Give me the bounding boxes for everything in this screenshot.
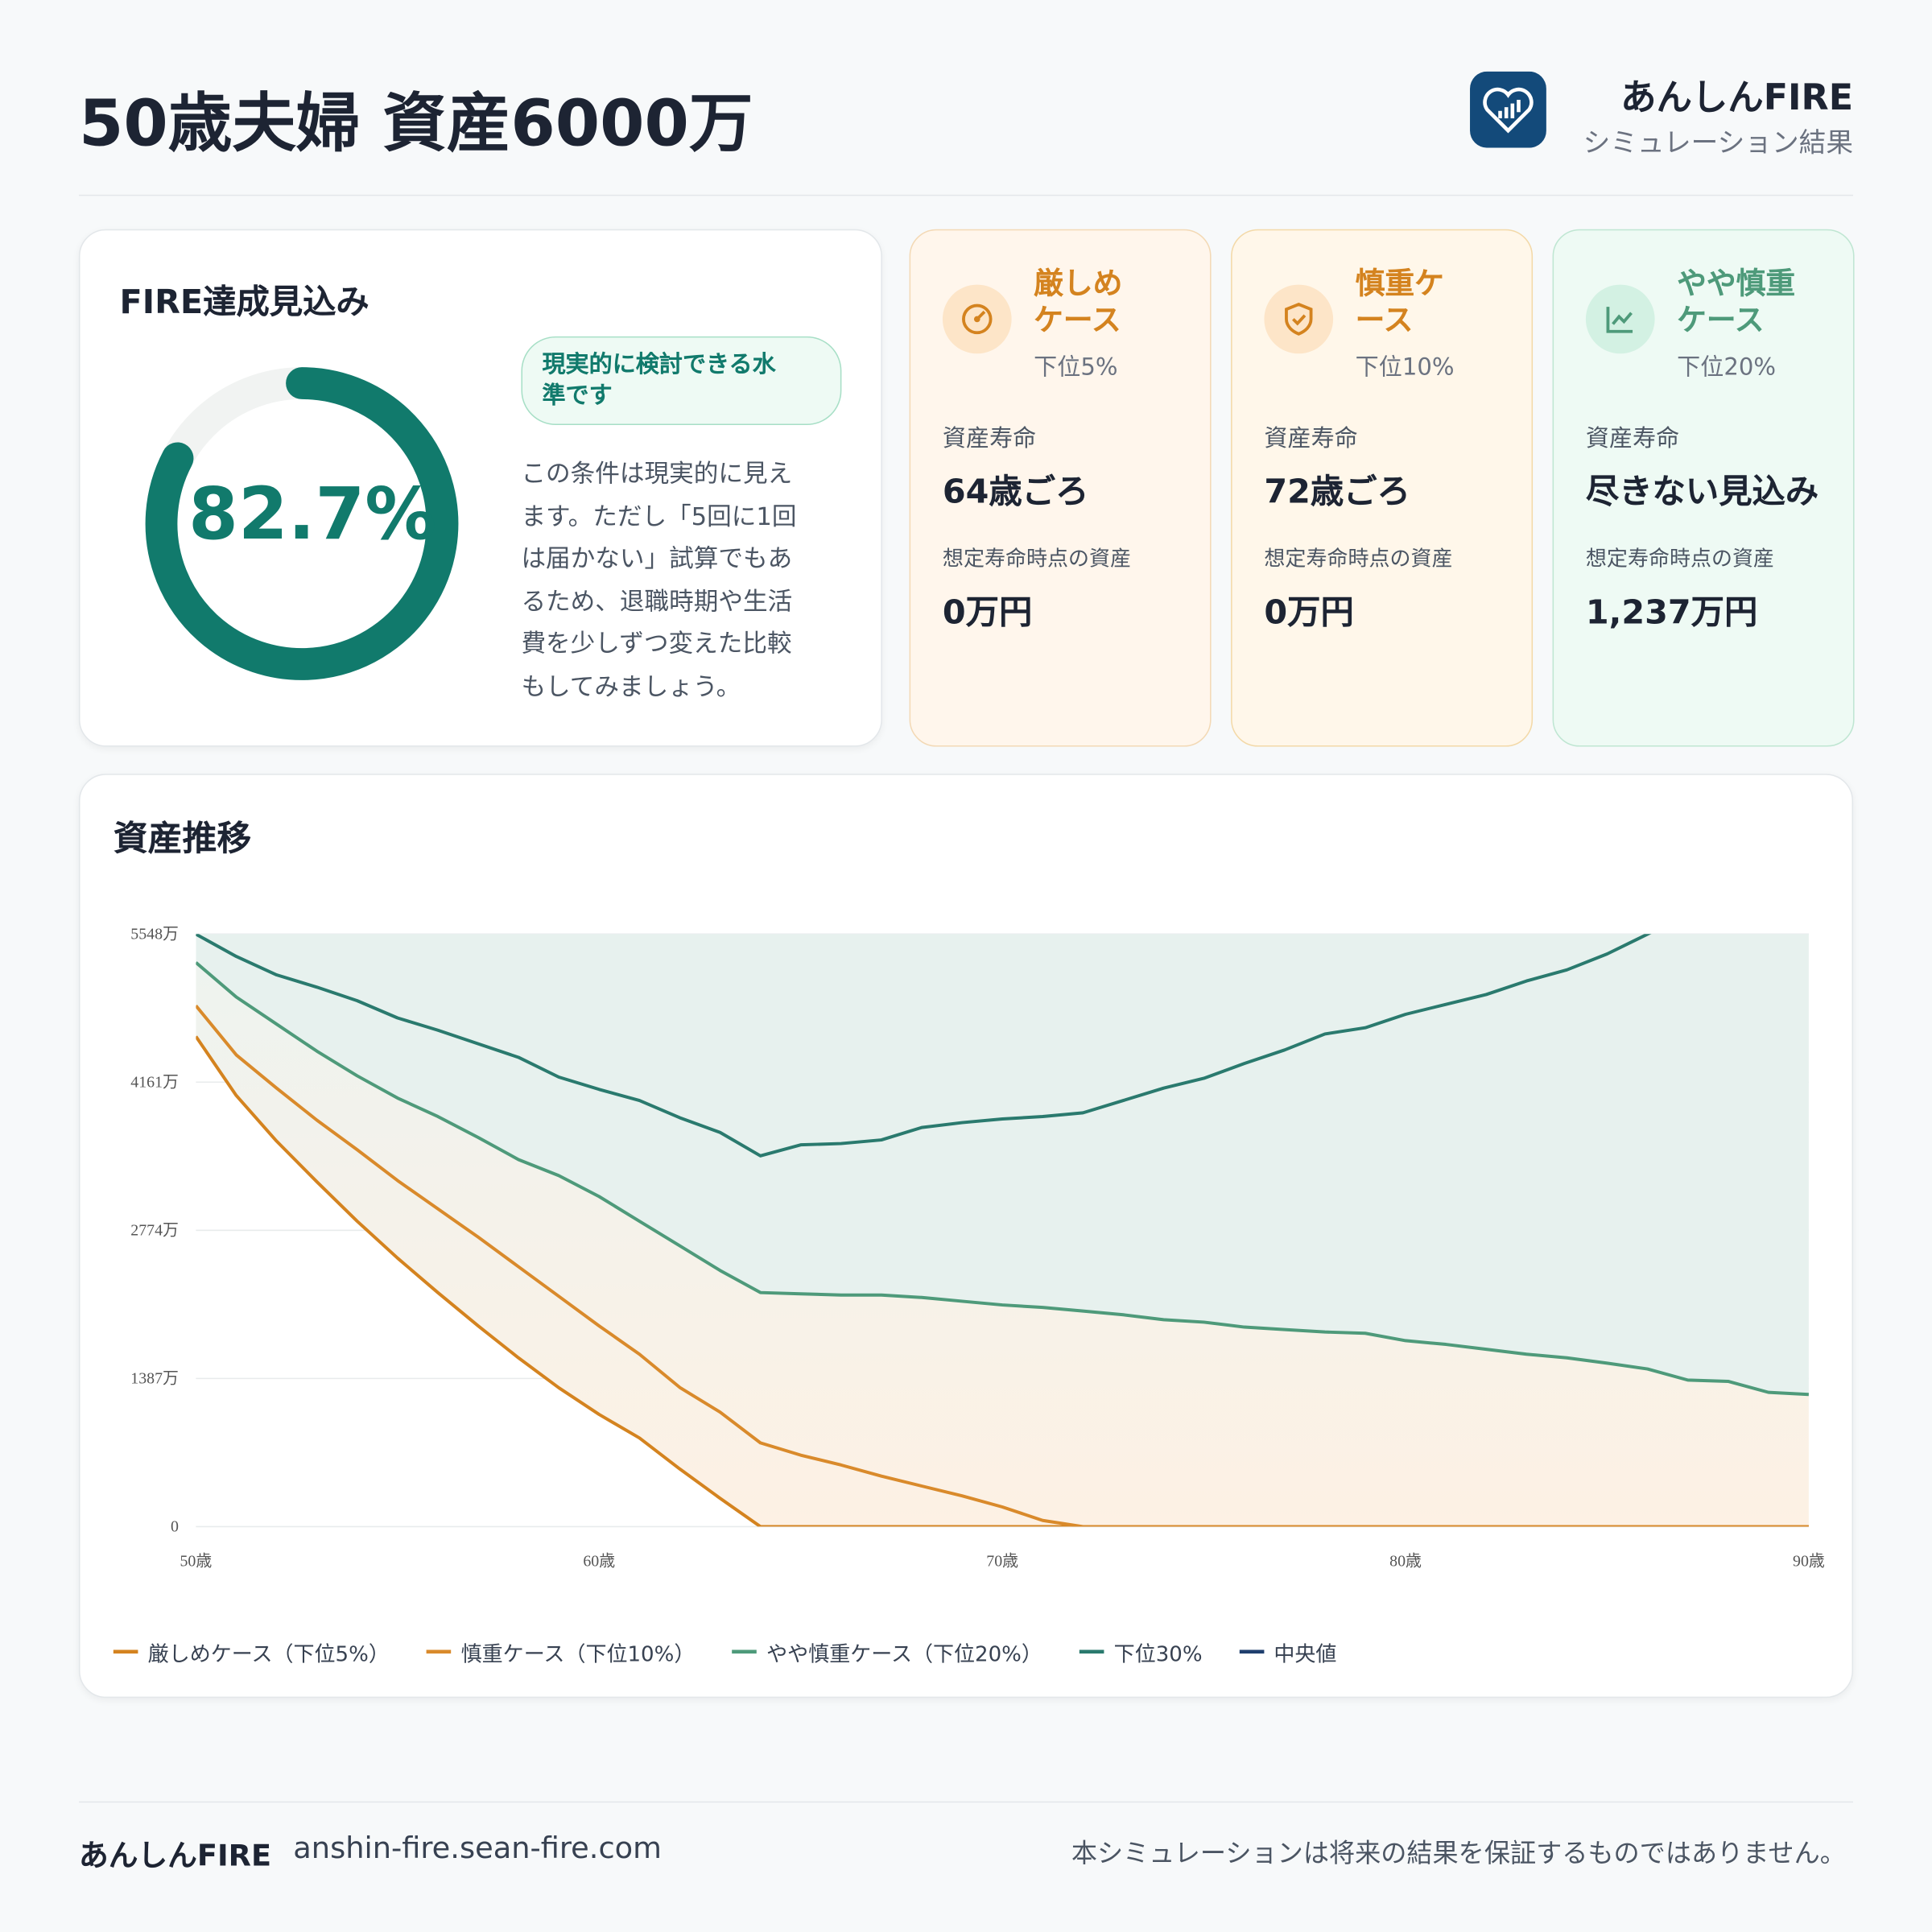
y-tick-label: 0 — [171, 1518, 179, 1536]
case-label: 資産寿命 — [1264, 425, 1358, 452]
case-title: やや慎重ケース — [1677, 266, 1796, 338]
case-life: 64歳ごろ — [942, 473, 1089, 512]
case-sub: 下位10% — [1355, 353, 1455, 381]
fire-card: FIRE達成見込み 82.7% 現実的に検討できる水準です この条件は現実的に見… — [78, 229, 882, 747]
legend-item: 厳しめケース（下位5%） — [113, 1637, 390, 1667]
legend-label: 中央値 — [1274, 1642, 1337, 1667]
divider — [78, 1801, 1854, 1803]
disclaimer: 本シミュレーションは将来の結果を保証するものではありません。 — [1071, 1838, 1846, 1868]
gauge — [145, 367, 459, 680]
legend-swatch — [113, 1649, 138, 1654]
y-tick-label: 1387万 — [130, 1369, 179, 1387]
divider — [78, 194, 1854, 196]
legend-label: 厳しめケース（下位5%） — [147, 1642, 390, 1667]
subtitle: シミュレーション結果 — [1583, 128, 1854, 159]
legend-swatch — [1239, 1649, 1265, 1654]
series-line — [196, 1035, 1809, 1527]
case-label: 資産寿命 — [942, 425, 1037, 452]
legend-label: 慎重ケース（下位10%） — [460, 1642, 696, 1667]
case-sub: 下位20% — [1677, 353, 1776, 381]
description: この条件は現実的に見えます。ただし「5回に1回は届かない」試算でもあるため、退職… — [521, 458, 797, 701]
y-tick-label: 2774万 — [130, 1221, 179, 1239]
badge-text: 現実的に検討できる水準です — [542, 351, 776, 410]
gauge-value: 82.7% — [188, 472, 437, 556]
legend: 厳しめケース（下位5%） 慎重ケース（下位10%） やや慎重ケース（下位20%） 下位… — [113, 1635, 1374, 1667]
case-label: 資産寿命 — [1585, 425, 1680, 452]
area-band — [196, 962, 1809, 1527]
badge: 現実的に検討できる水準です — [521, 336, 842, 426]
case-card: 慎重ケース 下位10% 資産寿命 72歳ごろ 想定寿命時点の資産 0万円 — [1231, 229, 1534, 747]
case-label: 想定寿命時点の資産 — [1585, 547, 1775, 572]
gauge-arc — [145, 367, 459, 680]
legend-item: 慎重ケース（下位10%） — [426, 1637, 696, 1667]
x-tick-label: 80歳 — [1389, 1552, 1422, 1570]
legend-label: やや慎重ケース（下位20%） — [766, 1642, 1042, 1667]
case-label: 想定寿命時点の資産 — [942, 547, 1132, 572]
case-card: やや慎重ケース 下位20% 資産寿命 尽きない見込み 想定寿命時点の資産 1,2… — [1552, 229, 1855, 747]
legend-item: 中央値 — [1239, 1637, 1336, 1667]
area-band — [196, 934, 1809, 1395]
case-asset: 1,237万円 — [1585, 593, 1758, 633]
y-tick-label: 5548万 — [130, 925, 179, 943]
case-asset: 0万円 — [1264, 593, 1354, 633]
series-line — [196, 1004, 1809, 1527]
brand: あんしんFIRE — [1620, 76, 1854, 118]
page-title: 50歳夫婦 資産6000万 — [78, 87, 753, 162]
x-tick-label: 50歳 — [180, 1552, 212, 1570]
logo — [1470, 71, 1546, 148]
series-line — [196, 961, 1809, 1397]
legend-swatch — [732, 1649, 757, 1654]
series-line — [196, 934, 1652, 1158]
series-line — [196, 775, 1809, 911]
x-tick-label: 60歳 — [583, 1552, 615, 1570]
case-icon — [1264, 284, 1334, 354]
case-life: 尽きない見込み — [1585, 473, 1819, 512]
chart-title: 資産推移 — [113, 818, 252, 859]
case-icon — [942, 284, 1012, 354]
x-tick-label: 70歳 — [986, 1552, 1018, 1570]
case-life: 72歳ごろ — [1264, 473, 1410, 512]
footer-url: anshin-fire.sean-fire.com — [293, 1831, 662, 1866]
case-label: 想定寿命時点の資産 — [1264, 547, 1453, 572]
legend-swatch — [1079, 1649, 1104, 1654]
legend-swatch — [426, 1649, 452, 1654]
legend-item: 下位30% — [1079, 1637, 1203, 1667]
chart-card: 資産推移 0 1387万 2774万 4161万 5548万 50歳 60歳 70歳 80歳 90… — [78, 774, 1854, 1699]
case-title: 慎重ケース — [1355, 266, 1444, 338]
case-asset: 0万円 — [942, 593, 1033, 633]
case-sub: 下位5% — [1034, 353, 1118, 381]
card-title: FIRE達成見込み — [119, 283, 369, 322]
chart: 0 1387万 2774万 4161万 5548万 50歳 60歳 70歳 80歳 90歳 — [130, 775, 1825, 1570]
x-tick-label: 90歳 — [1793, 1552, 1825, 1570]
legend-item: やや慎重ケース（下位20%） — [732, 1637, 1042, 1667]
case-icon — [1585, 284, 1655, 354]
y-tick-label: 4161万 — [130, 1073, 179, 1091]
legend-label: 下位30% — [1113, 1642, 1203, 1667]
case-card: 厳しめケース 下位5% 資産寿命 64歳ごろ 想定寿命時点の資産 0万円 — [909, 229, 1212, 747]
case-title: 厳しめケース — [1034, 266, 1123, 338]
footer-brand: あんしんFIRE — [78, 1838, 272, 1873]
